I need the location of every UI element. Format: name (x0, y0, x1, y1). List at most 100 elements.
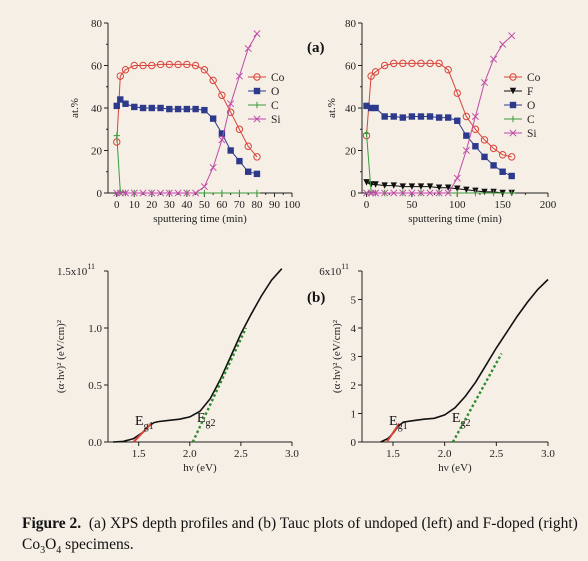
y-tick-label: 40 (91, 103, 103, 115)
eg1-fit-line (132, 423, 152, 443)
data-point-o (227, 147, 234, 154)
data-point-co (399, 59, 407, 68)
data-point-f (390, 182, 397, 189)
data-point-co (174, 60, 182, 69)
x-tick-label: 200 (540, 199, 557, 211)
data-point-o (381, 113, 388, 120)
data-point-si (192, 189, 200, 197)
data-point-co (130, 61, 138, 70)
x-tick-label: 20 (146, 199, 158, 211)
data-point-co (191, 61, 200, 70)
panel-label-a: (a) (307, 40, 325, 56)
x-tick-label: 3.0 (541, 448, 555, 460)
y-tick-label: 1.0 (88, 323, 102, 335)
data-point-o (463, 132, 470, 139)
series-line-c (116, 135, 257, 194)
y-tick-label: 80 (345, 18, 357, 30)
y-tick-label: 3 (351, 352, 357, 364)
data-point-o (122, 100, 129, 107)
legend-label-c: C (527, 114, 535, 126)
series-line-c (366, 133, 512, 194)
x-axis-title: sputtering time (min) (408, 213, 502, 225)
data-point-f (372, 181, 379, 188)
data-point-co (371, 68, 380, 76)
x-tick-label: 90 (269, 199, 281, 211)
data-point-o (148, 104, 156, 112)
data-point-si (490, 55, 498, 63)
data-point-co (148, 61, 156, 70)
x-tick-label: 30 (164, 199, 176, 211)
data-point-si (444, 189, 452, 197)
data-point-co (489, 144, 498, 153)
eg1-fit-line (385, 422, 401, 443)
legend-marker-c (253, 101, 261, 109)
x-tick-label: 2.0 (183, 448, 197, 460)
data-point-o (472, 143, 479, 150)
data-point-o (117, 96, 124, 103)
y-tick-label: 60 (91, 61, 103, 73)
data-point-f (381, 182, 388, 189)
legend-label-co: Co (271, 72, 285, 84)
data-point-si (462, 146, 470, 155)
y-tick-label: 80 (91, 18, 103, 30)
data-point-si (408, 189, 416, 197)
data-point-o (408, 113, 416, 120)
data-point-co (209, 76, 217, 85)
y-tick-label: 20 (91, 146, 103, 158)
x-tick-label: 40 (181, 199, 193, 211)
data-point-si (148, 189, 156, 197)
data-point-si (165, 189, 173, 197)
data-point-co (408, 59, 416, 68)
legend-marker-o (509, 101, 517, 109)
y-axis-title: at.% (69, 98, 81, 118)
y-tick-label: 0 (351, 188, 357, 200)
data-point-co (121, 66, 130, 74)
data-point-co (253, 153, 261, 161)
x-tick-label: 100 (449, 199, 466, 211)
data-point-si (435, 189, 443, 197)
legend-label-c: C (271, 100, 279, 112)
x-tick-label: 2.0 (438, 448, 452, 460)
data-point-si (174, 189, 182, 197)
y-tick-label: 0.5 (88, 380, 102, 392)
eg2-fit-line (191, 327, 248, 443)
data-point-c (367, 188, 375, 196)
data-point-c (218, 189, 226, 197)
data-point-si (471, 112, 479, 121)
eg1-label: Eg1 (135, 414, 154, 432)
y-tick-label: 40 (345, 103, 357, 115)
caption-sub-3: 3 (40, 545, 46, 557)
data-point-o (435, 114, 443, 121)
data-point-o (174, 105, 182, 113)
data-point-co (480, 136, 489, 144)
x-tick-label: 10 (129, 199, 141, 211)
caption-tail: specimens. (61, 536, 134, 553)
y-tick-label: 20 (345, 146, 357, 158)
data-point-o (426, 113, 434, 120)
data-point-si (235, 72, 243, 80)
data-point-si (130, 189, 138, 197)
data-point-si (218, 136, 226, 144)
data-point-co (116, 72, 124, 80)
eg1-label: Eg1 (389, 414, 408, 432)
data-point-f (367, 181, 375, 188)
data-point-o (218, 130, 226, 137)
data-point-co (139, 61, 147, 70)
data-point-co (218, 91, 226, 99)
data-point-si (253, 30, 261, 38)
data-point-si (508, 32, 516, 40)
x-tick-label: 100 (284, 199, 301, 211)
x-tick-label: 2.5 (489, 448, 503, 460)
data-point-f (408, 183, 416, 190)
data-point-co (200, 66, 209, 74)
data-point-c (508, 189, 515, 197)
legend-marker-si (509, 129, 517, 137)
data-point-si (372, 189, 380, 197)
data-point-c (113, 132, 120, 139)
data-point-o (253, 170, 261, 178)
y-tick-label: 1.5x1011 (57, 262, 95, 278)
legend-label-co: Co (527, 72, 541, 84)
y-tick-label: 5 (351, 295, 357, 307)
data-point-co (444, 66, 452, 74)
